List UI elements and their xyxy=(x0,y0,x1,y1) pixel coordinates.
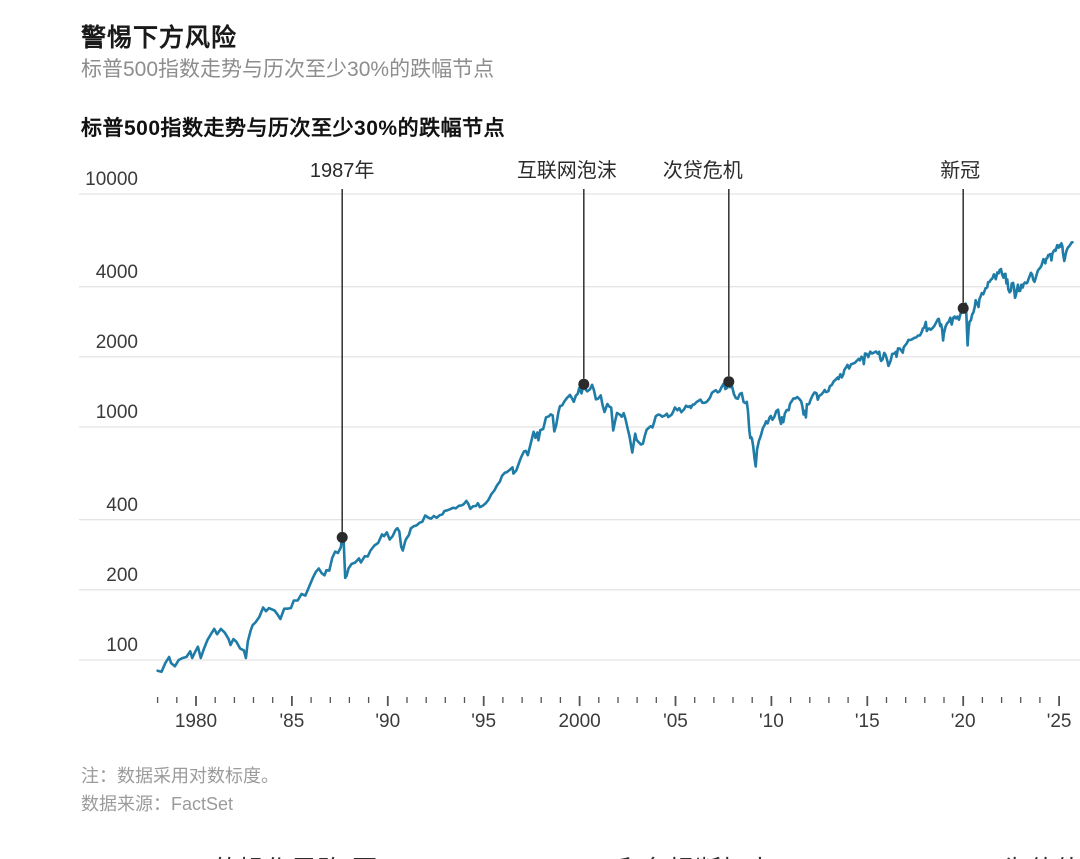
clipped-text-fragment: 和各损断标志 xyxy=(617,850,773,859)
x-axis-tick-label: '25 xyxy=(1046,711,1072,732)
x-axis-tick-label: '10 xyxy=(759,711,784,732)
clipped-text-fragment: 为估值的 xyxy=(1003,850,1080,859)
annotation-label: 1987年 xyxy=(309,160,375,182)
x-axis-tick-label: '05 xyxy=(663,711,688,732)
y-axis-tick-label: 100 xyxy=(106,635,138,656)
y-axis-tick-label: 10000 xyxy=(85,169,138,190)
annotation-label: 新冠 xyxy=(940,160,981,182)
clipped-bottom-text-row: 的操作思路(图 和各损断标志 为估值的 xyxy=(0,845,1080,859)
annotation-label: 互联网泡沫 xyxy=(516,160,617,182)
annotation-dot xyxy=(336,531,348,543)
x-axis-tick-label: '95 xyxy=(471,711,497,732)
x-axis-tick-label: '85 xyxy=(279,711,305,732)
x-axis-tick-label: '20 xyxy=(950,711,976,732)
y-axis-tick-label: 1000 xyxy=(95,402,138,423)
clipped-text-fragment: 的操作思路(图 xyxy=(213,850,378,859)
x-axis-tick-label: 2000 xyxy=(558,711,601,732)
annotation-dot xyxy=(578,378,590,390)
annotation-label: 次贷危机 xyxy=(662,160,743,182)
gridlines xyxy=(79,193,1080,661)
page-title: 警惕下方风险 xyxy=(81,24,238,52)
chart-source: 数据来源：FactSet xyxy=(81,794,234,814)
annotation-dot xyxy=(723,376,735,388)
sp500-series-line xyxy=(156,241,1074,674)
x-axis-tick-label: '15 xyxy=(854,711,880,732)
x-axis-tick-label: '90 xyxy=(375,711,401,732)
chart-note: 注：数据采用对数标度。 xyxy=(81,766,279,786)
y-axis-tick-label: 2000 xyxy=(95,331,138,353)
x-axis-ticks xyxy=(156,696,1060,706)
page-subtitle: 标普500指数走势与历次至少30%的跌幅节点 xyxy=(81,58,495,81)
annotation-dot xyxy=(957,302,969,314)
y-axis-tick-label: 4000 xyxy=(95,261,138,283)
chart-section-title: 标普500指数走势与历次至少30%的跌幅节点 xyxy=(81,117,506,140)
y-axis-tick-label: 200 xyxy=(106,564,138,586)
y-axis-tick-label: 400 xyxy=(106,494,138,516)
x-axis-tick-label: 1980 xyxy=(174,711,218,732)
drawdown-markers xyxy=(336,189,969,543)
